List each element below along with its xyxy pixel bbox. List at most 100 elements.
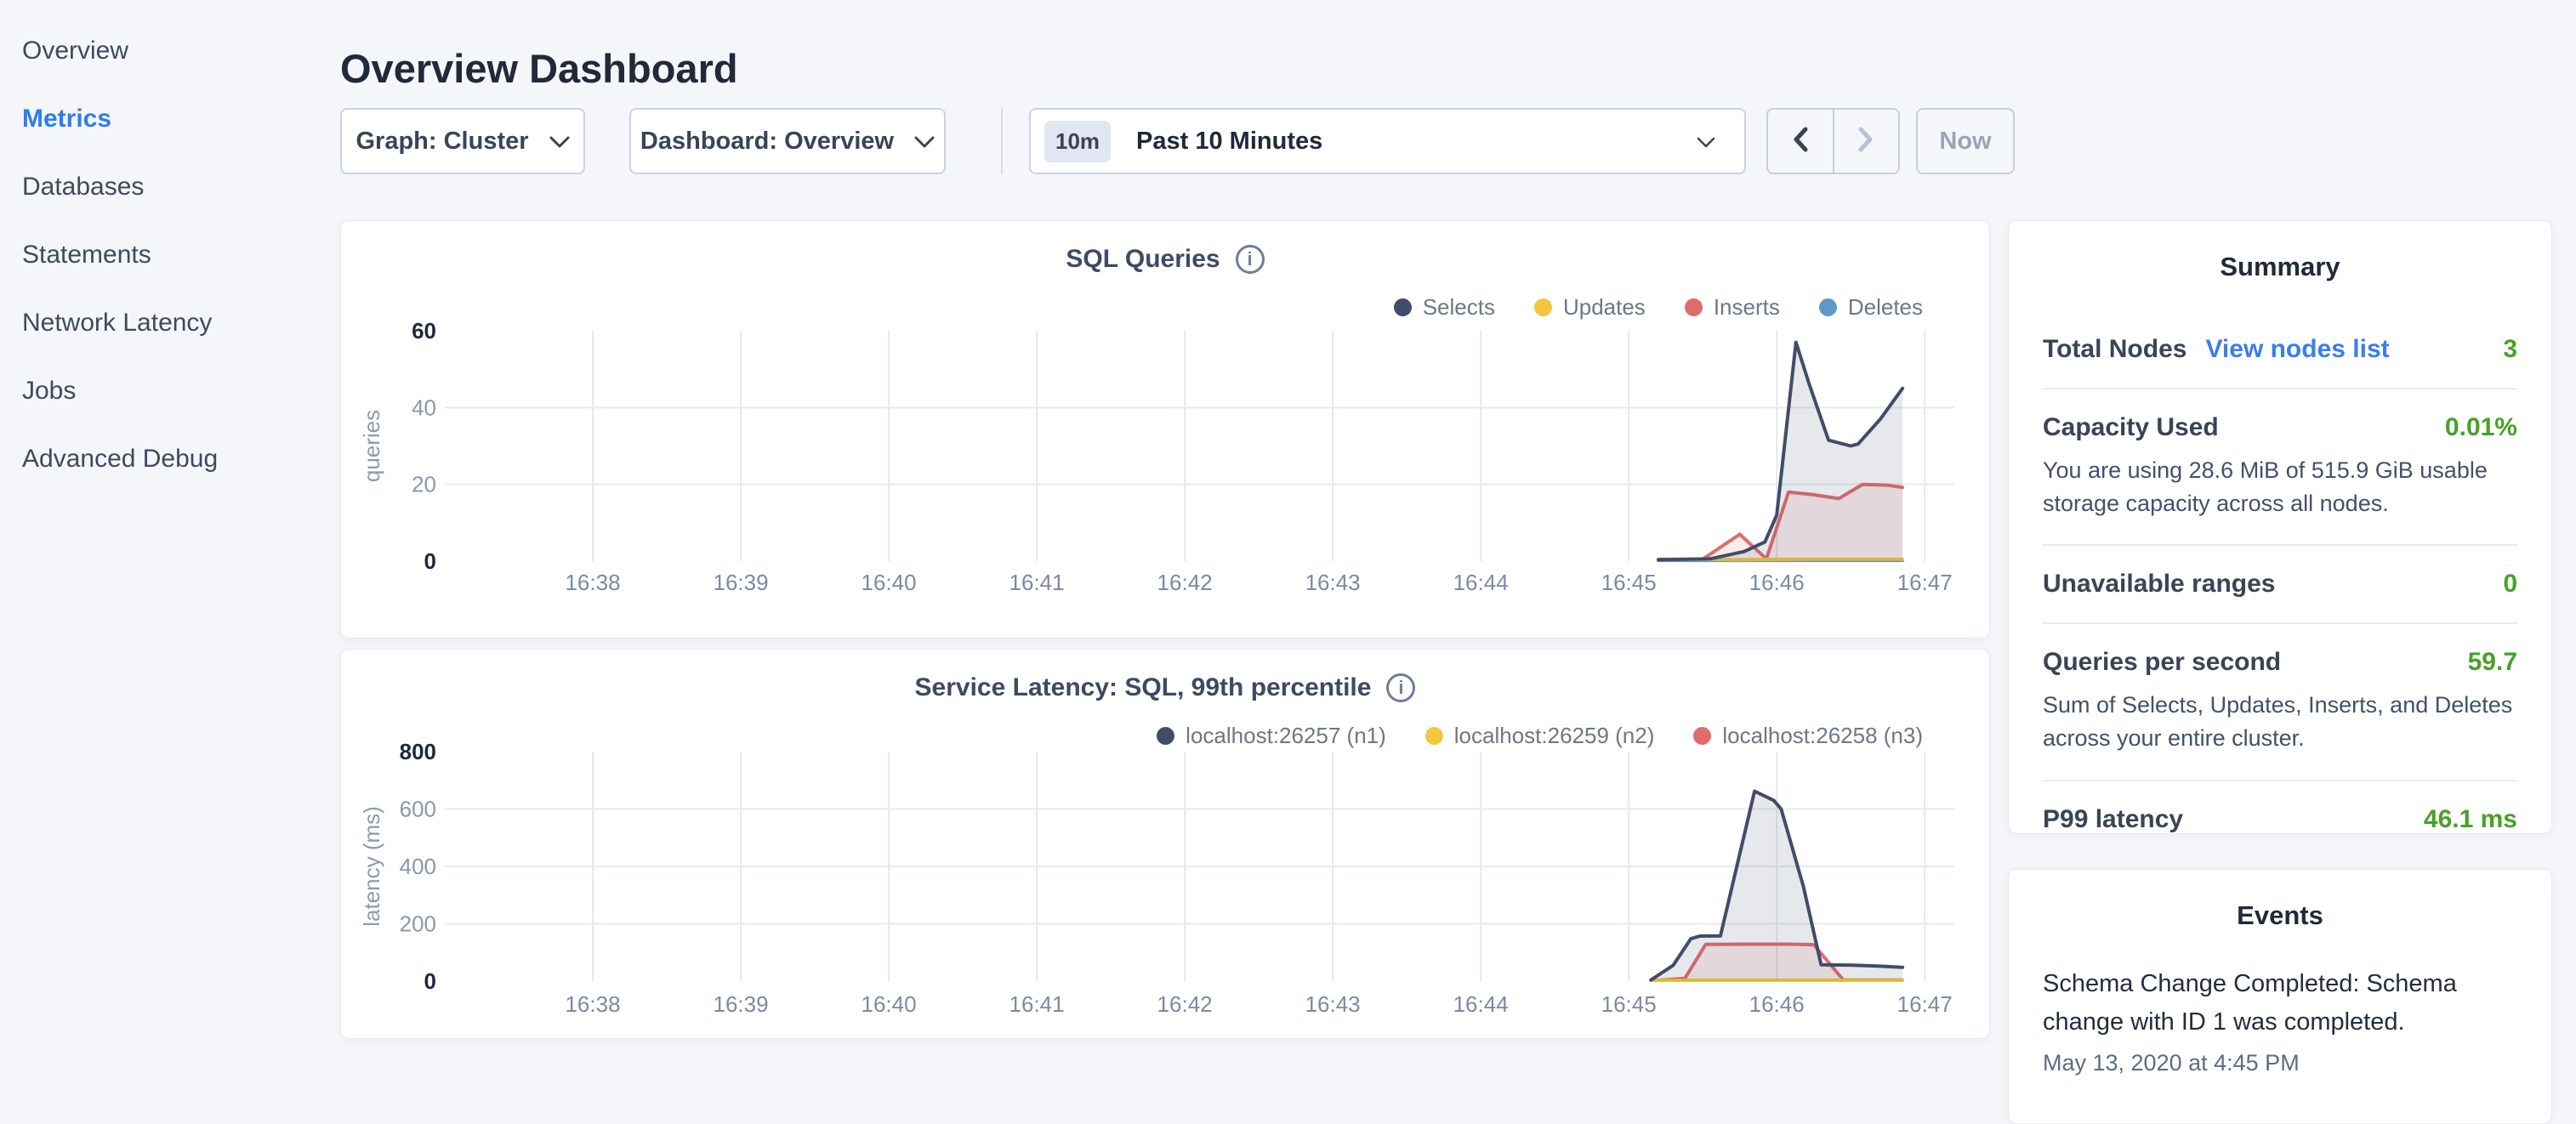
divider bbox=[2043, 544, 2517, 547]
svg-text:40: 40 bbox=[412, 395, 436, 420]
chart-title: SQL Queries bbox=[1066, 245, 1220, 273]
legend-item-inserts: Inserts bbox=[1684, 294, 1780, 321]
svg-text:16:46: 16:46 bbox=[1749, 570, 1805, 595]
svg-text:16:40: 16:40 bbox=[862, 991, 917, 1017]
svg-text:16:39: 16:39 bbox=[714, 570, 769, 595]
sidebar-item-databases[interactable]: Databases bbox=[22, 173, 145, 201]
summary-row-total-nodes: Total Nodes View nodes list 3 bbox=[2043, 335, 2517, 364]
chart-title: Service Latency: SQL, 99th percentile bbox=[914, 673, 1372, 701]
sidebar: Overview Metrics Databases Statements Networ… bbox=[0, 0, 340, 493]
dashboard-dropdown-label: Dashboard: Overview bbox=[640, 127, 895, 155]
svg-text:latency (ms): latency (ms) bbox=[359, 806, 384, 927]
svg-text:16:42: 16:42 bbox=[1157, 570, 1213, 595]
summary-label: Unavailable ranges bbox=[2043, 570, 2276, 599]
summary-value: 0 bbox=[2503, 570, 2517, 599]
summary-label: Queries per second bbox=[2043, 648, 2282, 677]
time-window-badge: 10m bbox=[1044, 120, 1112, 162]
svg-text:60: 60 bbox=[412, 318, 436, 343]
next-interval-button[interactable] bbox=[1832, 110, 1899, 173]
summary-value: 46.1 ms bbox=[2423, 804, 2517, 833]
svg-text:200: 200 bbox=[400, 911, 436, 937]
time-window-selector[interactable]: 10m Past 10 Minutes bbox=[1029, 108, 1746, 174]
svg-text:16:46: 16:46 bbox=[1749, 991, 1805, 1017]
svg-text:16:44: 16:44 bbox=[1453, 991, 1509, 1017]
sidebar-item-network-latency[interactable]: Network Latency bbox=[22, 309, 213, 337]
legend-item-updates: Updates bbox=[1533, 294, 1646, 321]
sidebar-item-metrics[interactable]: Metrics bbox=[22, 105, 112, 133]
sql-queries-chart[interactable]: 16:38 16:39 16:40 16:41 16:42 16:43 16:44 16:45… bbox=[341, 221, 1991, 644]
legend-item-selects: Selects bbox=[1393, 294, 1495, 321]
svg-text:16:44: 16:44 bbox=[1453, 570, 1509, 595]
summary-panel: Summary Total Nodes View nodes list 3 Capac… bbox=[2008, 220, 2552, 834]
divider bbox=[2043, 779, 2517, 781]
svg-text:16:43: 16:43 bbox=[1305, 991, 1361, 1017]
sidebar-item-overview[interactable]: Overview bbox=[22, 37, 129, 65]
sql-queries-chart-card: SQL Queries i Selects Updates Inserts Delet… bbox=[340, 220, 1990, 639]
svg-text:0: 0 bbox=[424, 968, 436, 994]
event-message: Schema Change Completed: Schema change w… bbox=[2043, 970, 2457, 1036]
summary-label: Capacity Used bbox=[2043, 413, 2219, 441]
page-title: Overview Dashboard bbox=[340, 46, 738, 92]
svg-text:16:45: 16:45 bbox=[1601, 991, 1657, 1017]
svg-text:16:39: 16:39 bbox=[714, 991, 769, 1017]
sidebar-item-advanced-debug[interactable]: Advanced Debug bbox=[22, 445, 219, 473]
svg-text:400: 400 bbox=[400, 854, 436, 879]
graph-dropdown[interactable]: Graph: Cluster bbox=[340, 108, 585, 174]
legend-item-localhost-26258-n3: localhost:26258 (n3) bbox=[1693, 723, 1923, 749]
events-title: Events bbox=[2237, 900, 2323, 930]
summary-row-p99-latency: P99 latency 46.1 ms bbox=[2043, 805, 2517, 834]
legend-dot-icon bbox=[1684, 298, 1703, 316]
legend-dot-icon bbox=[1157, 727, 1175, 745]
chevron-left-icon bbox=[1792, 127, 1809, 156]
dashboard-dropdown[interactable]: Dashboard: Overview bbox=[629, 108, 946, 174]
legend-dot-icon bbox=[1393, 298, 1412, 316]
summary-row-unavailable-ranges: Unavailable ranges 0 bbox=[2043, 570, 2517, 599]
summary-rows: Total Nodes View nodes list 3 Capacity Used… bbox=[2043, 335, 2517, 834]
graph-dropdown-label: Graph: Cluster bbox=[355, 127, 529, 155]
svg-text:16:47: 16:47 bbox=[1897, 991, 1953, 1017]
time-step-buttons bbox=[1766, 108, 1900, 174]
summary-label: Total Nodes bbox=[2043, 335, 2187, 363]
summary-label: P99 latency bbox=[2043, 804, 2184, 833]
svg-text:20: 20 bbox=[412, 472, 436, 497]
event-timestamp: May 13, 2020 at 4:45 PM bbox=[2043, 1049, 2300, 1076]
chart-legend: localhost:26257 (n1) localhost:26259 (n2)… bbox=[1157, 723, 1923, 749]
prev-interval-button[interactable] bbox=[1768, 110, 1833, 173]
legend-dot-icon bbox=[1693, 727, 1712, 745]
svg-text:16:42: 16:42 bbox=[1157, 991, 1213, 1017]
controls-divider bbox=[1001, 108, 1003, 174]
divider bbox=[2043, 388, 2517, 389]
now-button[interactable]: Now bbox=[1916, 108, 2015, 174]
svg-text:0: 0 bbox=[424, 548, 436, 574]
chevron-down-icon bbox=[549, 128, 570, 156]
summary-value: 59.7 bbox=[2467, 648, 2517, 677]
svg-text:queries: queries bbox=[359, 410, 384, 482]
chart-legend: Selects Updates Inserts Deletes bbox=[1393, 294, 1923, 321]
service-latency-chart[interactable]: 16:38 16:39 16:40 16:41 16:42 16:43 16:44 16:45… bbox=[341, 650, 1991, 1044]
legend-item-localhost-26257-n1: localhost:26257 (n1) bbox=[1157, 723, 1386, 749]
svg-text:16:40: 16:40 bbox=[862, 570, 917, 595]
legend-item-localhost-26259-n2: localhost:26259 (n2) bbox=[1424, 723, 1654, 749]
info-icon[interactable]: i bbox=[1386, 673, 1416, 702]
summary-title: Summary bbox=[2220, 252, 2340, 281]
legend-dot-icon bbox=[1424, 727, 1443, 745]
view-nodes-list-link[interactable]: View nodes list bbox=[2205, 335, 2390, 363]
events-list: Schema Change Completed: Schema change w… bbox=[2043, 965, 2517, 1076]
svg-text:800: 800 bbox=[400, 739, 436, 764]
legend-dot-icon bbox=[1818, 298, 1837, 316]
now-button-label: Now bbox=[1939, 127, 1992, 155]
info-icon[interactable]: i bbox=[1235, 245, 1265, 274]
sidebar-item-jobs[interactable]: Jobs bbox=[22, 377, 77, 405]
summary-row-queries-per-second: Queries per second 59.7 bbox=[2043, 648, 2517, 677]
summary-value: 0.01% bbox=[2444, 413, 2517, 441]
sidebar-item-statements[interactable]: Statements bbox=[22, 241, 151, 269]
svg-text:16:38: 16:38 bbox=[565, 570, 620, 595]
legend-item-deletes: Deletes bbox=[1818, 294, 1923, 321]
legend-dot-icon bbox=[1533, 298, 1552, 316]
svg-text:16:45: 16:45 bbox=[1601, 570, 1657, 595]
summary-row-capacity-used: Capacity Used 0.01% bbox=[2043, 413, 2517, 442]
svg-text:16:47: 16:47 bbox=[1897, 570, 1953, 595]
svg-text:16:43: 16:43 bbox=[1305, 570, 1361, 595]
summary-value: 3 bbox=[2503, 335, 2517, 363]
svg-text:600: 600 bbox=[400, 797, 436, 822]
